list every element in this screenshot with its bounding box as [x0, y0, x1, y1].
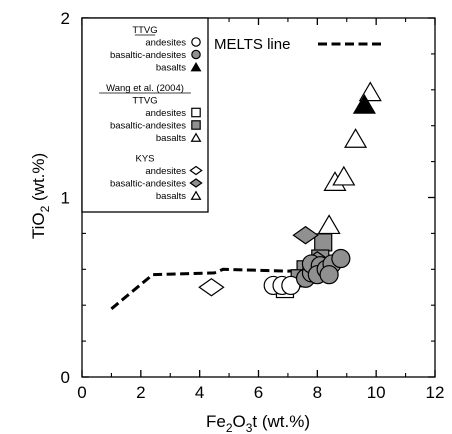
legend-marker-triangle — [190, 132, 202, 142]
data-point-square — [314, 233, 333, 252]
x-tick-label: 4 — [195, 383, 204, 402]
legend-label: andesites — [145, 108, 186, 119]
legend-marker-diamond — [189, 178, 203, 188]
x-tick-label: 6 — [254, 383, 263, 402]
data-point-triangle — [332, 165, 356, 186]
x-tick-label: 10 — [367, 383, 386, 402]
legend-group-title: TTVG — [132, 25, 157, 36]
legend-label: basalts — [156, 133, 186, 144]
legend-label: andesites — [145, 166, 186, 177]
legend-marker-circle — [191, 37, 201, 47]
legend-label: andesites — [145, 38, 186, 49]
x-tick-label: 12 — [426, 383, 445, 402]
legend-label: basalts — [156, 191, 186, 202]
data-points — [198, 81, 382, 299]
x-tick-label: 0 — [77, 383, 86, 402]
y-tick-label: 2 — [61, 9, 70, 28]
legend-label: basalts — [156, 63, 186, 74]
legend-marker-diamond — [189, 165, 203, 176]
legend-box — [81, 17, 209, 213]
y-axis-title: TiO2 (wt.%) — [29, 153, 52, 239]
legend-label: basaltic-andesites — [110, 179, 186, 190]
data-point-circle — [319, 265, 339, 285]
data-point-triangle — [317, 214, 341, 235]
y-tick-label: 1 — [61, 189, 70, 208]
legend-group-title: KYS — [135, 154, 154, 165]
data-point-circle — [331, 248, 351, 269]
legend-marker-triangle — [190, 190, 202, 200]
legend: TTVGandesitesbasaltic-andesitesbasaltsWa… — [99, 25, 203, 202]
x-tick-label: 2 — [136, 383, 145, 402]
legend-marker-square — [191, 120, 201, 130]
legend-marker-triangle — [190, 62, 202, 72]
y-tick-label: 0 — [61, 368, 70, 387]
x-tick-label: 8 — [313, 383, 322, 402]
data-point-diamond — [198, 277, 225, 297]
x-axis-title: Fe2O3t (wt.%) — [206, 412, 310, 434]
legend-label: basaltic-andesites — [110, 50, 186, 61]
data-point-diamond — [292, 225, 319, 245]
legend-marker-square — [191, 107, 201, 118]
data-point-triangle — [352, 93, 376, 114]
legend-group-title: TTVG — [132, 96, 157, 107]
legend-label: basaltic-andesites — [110, 121, 186, 132]
data-point-triangle — [344, 128, 368, 148]
melts-label: MELTS line — [214, 36, 290, 53]
legend-group-title: Wang et al. (2004) — [106, 83, 184, 94]
legend-marker-circle — [191, 49, 201, 60]
